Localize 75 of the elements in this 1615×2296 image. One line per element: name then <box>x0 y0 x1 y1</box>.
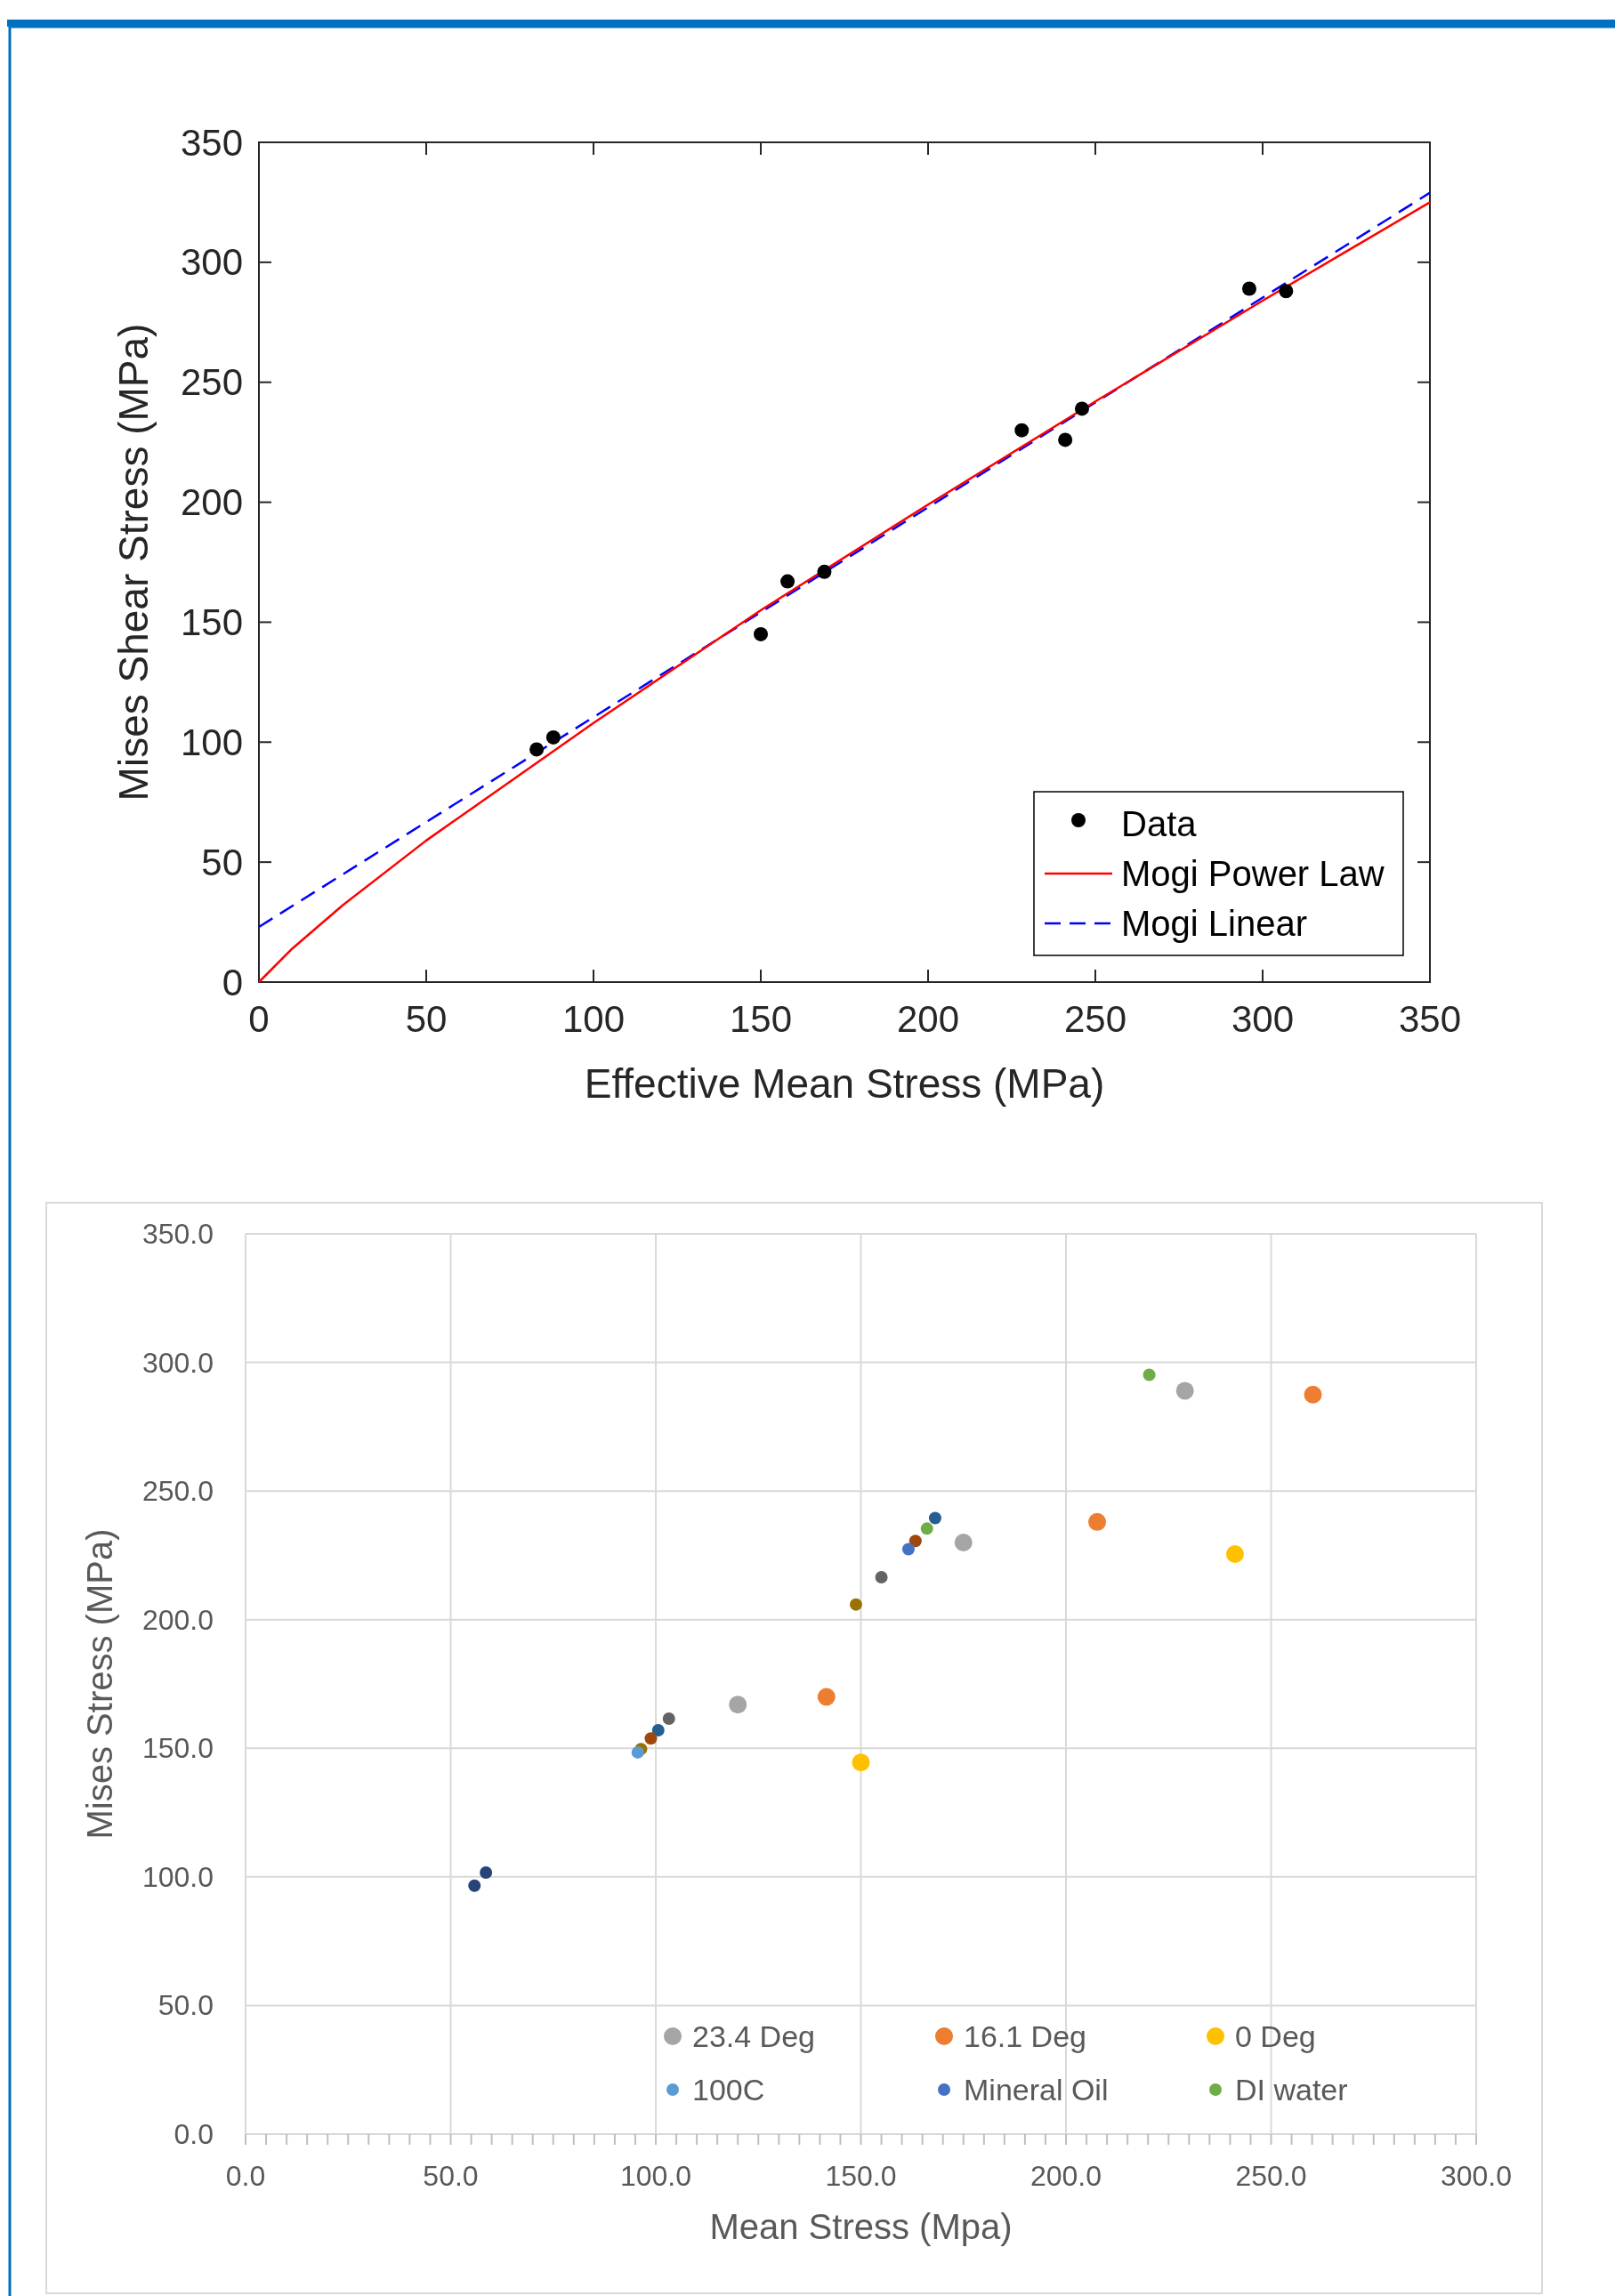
y-axis-title: Mises Shear Stress (MPa) <box>110 323 157 802</box>
point <box>908 1535 922 1548</box>
x-tick-label: 250.0 <box>1235 2160 1307 2192</box>
x-tick-label: 0 <box>248 998 270 1040</box>
y-tick-label: 150.0 <box>141 1732 214 1765</box>
point <box>928 1511 941 1525</box>
point <box>920 1522 933 1535</box>
legend-label: 16.1 Deg <box>964 2019 1086 2053</box>
point <box>631 1745 644 1759</box>
x-axis-title: Mean Stress (Mpa) <box>709 2207 1013 2246</box>
legend-label: Mogi Power Law <box>1121 854 1385 893</box>
x-tick-label: 150 <box>729 998 793 1040</box>
y-tick-label: 50.0 <box>157 1989 214 2022</box>
point <box>545 729 561 745</box>
point <box>852 1753 870 1772</box>
point <box>651 1724 665 1737</box>
point <box>817 1688 836 1706</box>
point <box>1074 401 1089 416</box>
point <box>1143 1368 1156 1382</box>
x-tick-label: 200.0 <box>1030 2160 1102 2192</box>
point <box>954 1533 973 1551</box>
point <box>1058 432 1073 447</box>
legend-label: Data <box>1121 804 1198 843</box>
y-tick-label: 100.0 <box>141 1860 214 1893</box>
legend-label: Mineral Oil <box>964 2073 1109 2107</box>
point <box>729 1696 747 1714</box>
y-tick-label: 0.0 <box>174 2118 214 2150</box>
point <box>849 1598 862 1611</box>
point <box>644 1732 658 1745</box>
x-tick-label: 200 <box>896 998 960 1040</box>
y-tick-label: 350.0 <box>141 1218 214 1250</box>
x-tick-label: 250 <box>1063 998 1127 1040</box>
point <box>875 1571 888 1584</box>
x-tick-label: 50 <box>405 998 448 1040</box>
x-tick-label: 0.0 <box>225 2160 266 2192</box>
x-tick-label: 50.0 <box>423 2160 479 2192</box>
y-axis-title: Mises Stress (MPa) <box>80 1528 119 1840</box>
point <box>480 1865 493 1879</box>
point <box>901 1543 915 1556</box>
legend-label: 23.4 Deg <box>692 2019 815 2053</box>
x-tick-label: 150.0 <box>825 2160 897 2192</box>
point <box>1225 1544 1244 1563</box>
x-axis-title: Effective Mean Stress (MPa) <box>584 1060 1105 1107</box>
y-tick-label: 200.0 <box>141 1603 214 1636</box>
y-tick-label: 350 <box>180 121 243 164</box>
y-tick-label: 300.0 <box>141 1346 214 1379</box>
point <box>780 574 795 589</box>
point <box>1279 284 1294 299</box>
point <box>1175 1382 1194 1400</box>
y-tick-label: 50 <box>201 841 243 883</box>
point <box>468 1879 481 1892</box>
point <box>662 1712 675 1726</box>
legend-label: 0 Deg <box>1235 2019 1316 2053</box>
legend-label: 100C <box>692 2073 765 2107</box>
legend-label: DI water <box>1235 2073 1348 2107</box>
point <box>1088 1512 1107 1531</box>
point <box>1241 281 1256 296</box>
x-tick-label: 100 <box>561 998 626 1040</box>
y-tick-label: 100 <box>180 721 243 763</box>
y-tick-label: 0 <box>222 961 243 1003</box>
y-tick-label: 250 <box>180 361 243 404</box>
point <box>529 742 545 757</box>
point <box>817 564 832 579</box>
y-tick-label: 200 <box>180 481 243 524</box>
x-tick-label: 350 <box>1398 998 1462 1040</box>
point <box>754 626 768 641</box>
point <box>1304 1385 1322 1404</box>
point <box>1014 423 1030 438</box>
y-tick-label: 150 <box>180 600 243 643</box>
y-tick-label: 250.0 <box>141 1475 214 1508</box>
x-tick-label: 100.0 <box>619 2160 692 2192</box>
legend-label: Mogi Linear <box>1121 904 1308 943</box>
x-tick-label: 300.0 <box>1440 2160 1513 2192</box>
y-tick-label: 300 <box>180 241 243 284</box>
x-tick-label: 300 <box>1231 998 1295 1040</box>
